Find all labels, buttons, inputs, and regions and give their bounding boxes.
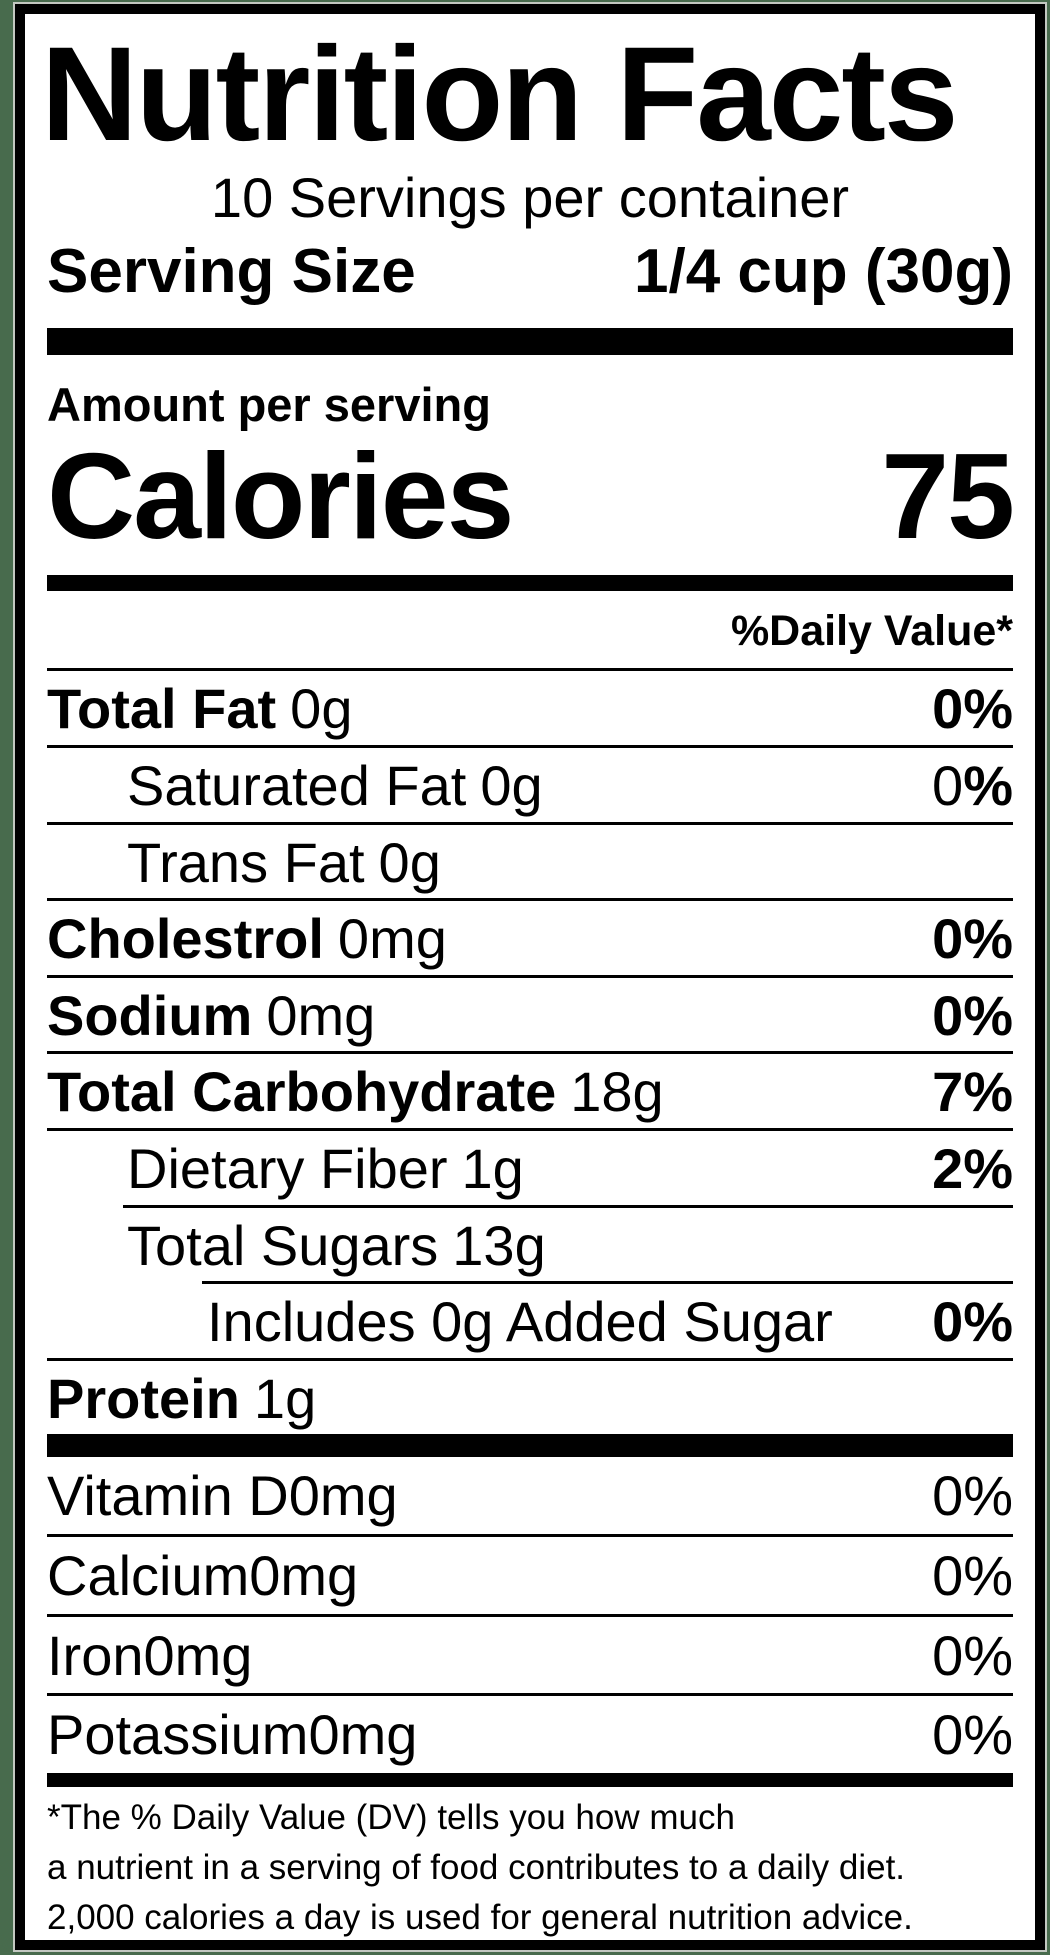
nutrient-row-protein: Protein 1g <box>47 1357 1013 1435</box>
thick-divider-above-footnote <box>47 1772 1013 1787</box>
nutrient-name: Saturated Fat <box>127 754 467 817</box>
nutrient-amount: 0g <box>290 677 353 741</box>
micronutrient-amount: 0mg <box>308 1703 418 1767</box>
nutrient-daily-value: 0% <box>932 983 1013 1047</box>
nutrient-row-added-sugar: Includes 0g Added Sugar 0% <box>202 1281 1013 1358</box>
calories-label: Calories <box>47 427 514 564</box>
nutrient-name: Sodium <box>47 983 253 1047</box>
nutrient-amount: 0mg <box>266 983 376 1047</box>
footnote: *The % Daily Value (DV) tells you how mu… <box>47 1793 1013 1940</box>
calories-value: 75 <box>881 427 1015 564</box>
nutrient-name: Dietary Fiber <box>127 1136 448 1200</box>
micronutrient-amount: 0mg <box>288 1464 398 1528</box>
micronutrient-name: Iron <box>47 1623 144 1687</box>
serving-size-row: Serving Size 1/4 cup (30g) <box>47 235 1013 309</box>
nutrient-row-cholestrol: Cholestrol 0mg 0% <box>47 898 1013 975</box>
nutrient-amount: 1g <box>461 1136 524 1200</box>
nutrient-daily-value: 0% <box>932 1290 1013 1354</box>
amount-per-serving-label: Amount per serving <box>47 377 491 431</box>
micronutrient-daily-value: 0% <box>932 1543 1013 1607</box>
nutrient-name: Includes 0g Added Sugar <box>207 1290 833 1354</box>
nutrient-daily-value: 7% <box>932 1060 1013 1124</box>
nutrition-facts-label: Nutrition Facts 10 Servings per containe… <box>15 4 1045 1950</box>
micronutrient-row-calcium: Calcium0mg 0% <box>47 1533 1013 1614</box>
micronutrient-name: Vitamin D <box>47 1464 289 1528</box>
servings-per-container: 10 Servings per container <box>210 166 850 229</box>
micronutrient-amount: 0mg <box>143 1623 253 1687</box>
nutrient-name: Protein <box>47 1366 240 1430</box>
micronutrient-name: Calcium <box>47 1543 250 1607</box>
serving-size-value: 1/4 cup (30g) <box>634 237 1013 307</box>
nutrient-name: Cholestrol <box>47 907 324 971</box>
footnote-line: 2,000 calories a day is used for general… <box>47 1897 913 1937</box>
nutrient-row-trans-fat: Trans Fat 0g <box>47 821 1013 899</box>
nutrient-daily-value: 0% <box>932 677 1013 741</box>
micronutrient-row-potassium: Potassium0mg 0% <box>47 1693 1013 1773</box>
micronutrient-rows: Vitamin D0mg 0% Calcium0mg 0% Iron0mg 0%… <box>47 1457 1013 1772</box>
thick-divider-below-protein <box>47 1434 1013 1458</box>
serving-size-label: Serving Size <box>47 237 416 307</box>
micronutrient-daily-value: 0% <box>932 1703 1013 1767</box>
nutrient-daily-value: 0% <box>932 755 1013 817</box>
nutrient-daily-value: 2% <box>932 1136 1013 1200</box>
micronutrient-daily-value: 0% <box>932 1464 1013 1528</box>
label-title: Nutrition Facts <box>41 20 958 169</box>
label-content: Nutrition Facts 10 Servings per containe… <box>25 14 1035 1940</box>
daily-value-header: %Daily Value* <box>730 606 1013 655</box>
nutrient-row-total-sugars: Total Sugars 13g <box>123 1204 1013 1282</box>
nutrient-row-saturated-fat: Saturated Fat 0g 0% <box>47 745 1013 822</box>
divider-below-calories <box>47 574 1013 591</box>
micronutrient-amount: 0mg <box>249 1543 359 1607</box>
nutrient-daily-value: 0% <box>932 907 1013 971</box>
nutrient-rows: Total Fat 0g 0% Saturated Fat 0g 0% Trans … <box>47 668 1013 1434</box>
nutrient-row-total-carbohydrate: Total Carbohydrate 18g 7% <box>47 1051 1013 1128</box>
nutrient-row-total-fat: Total Fat 0g 0% <box>47 668 1013 745</box>
nutrient-row-sodium: Sodium 0mg 0% <box>47 974 1013 1052</box>
nutrient-amount: 18g <box>570 1060 664 1124</box>
micronutrient-row-iron: Iron0mg 0% <box>47 1613 1013 1694</box>
nutrient-amount: 13g <box>452 1213 546 1277</box>
daily-value-percent-sign: % <box>963 754 1013 817</box>
nutrient-amount: 0g <box>378 830 441 894</box>
daily-value-number: 0 <box>932 754 964 817</box>
nutrient-name: Total Fat <box>47 677 277 741</box>
calories-row: Calories 75 <box>47 427 1015 564</box>
nutrient-amount: 0mg <box>337 907 447 971</box>
nutrient-name: Total Carbohydrate <box>47 1060 557 1124</box>
nutrient-amount: 0g <box>480 754 543 817</box>
footnote-line: a nutrient in a serving of food contribu… <box>47 1847 906 1887</box>
micronutrient-name: Potassium <box>47 1703 309 1767</box>
nutrient-name: Total Sugars <box>127 1213 439 1277</box>
nutrient-row-dietary-fiber: Dietary Fiber 1g 2% <box>47 1127 1013 1205</box>
footnote-line: *The % Daily Value (DV) tells you how mu… <box>47 1797 735 1837</box>
nutrient-amount: 1g <box>253 1366 317 1430</box>
micronutrient-row-vitamin-d: Vitamin D0mg 0% <box>47 1457 1013 1534</box>
micronutrient-daily-value: 0% <box>932 1623 1013 1687</box>
thick-divider-top <box>47 327 1013 355</box>
nutrient-name: Trans Fat <box>127 830 365 894</box>
